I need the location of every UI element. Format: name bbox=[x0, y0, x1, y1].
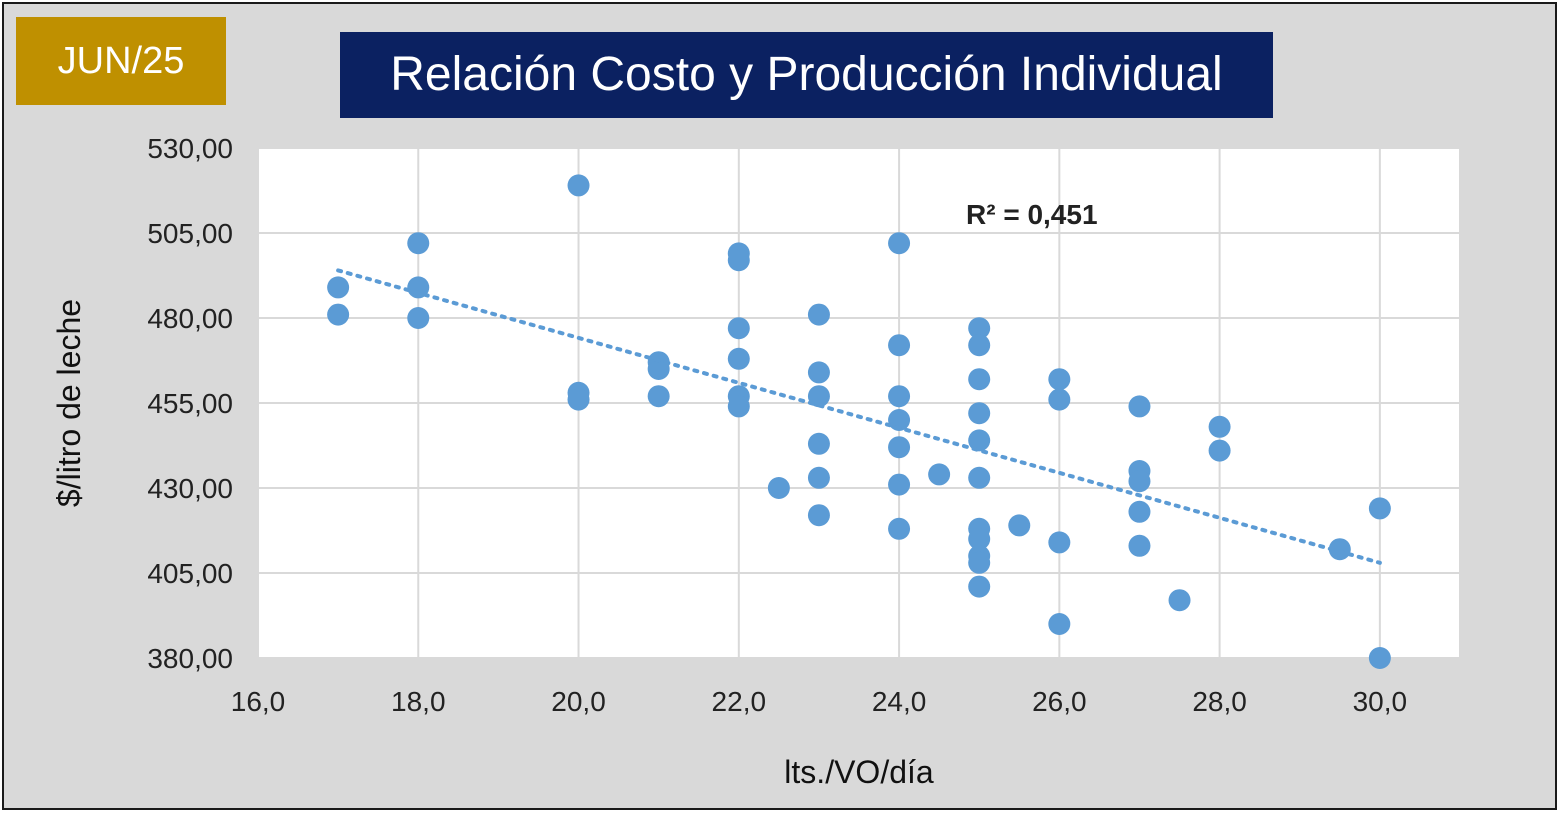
data-point-21 bbox=[807, 432, 830, 455]
y-tick-label: 405,00 bbox=[147, 558, 233, 589]
data-point-26 bbox=[888, 385, 911, 408]
data-point-42 bbox=[968, 575, 991, 598]
data-point-51 bbox=[1128, 500, 1151, 523]
trendline bbox=[336, 268, 1382, 565]
chart-title: Relación Costo y Producción Individual bbox=[340, 32, 1273, 118]
x-axis-ticks: 16,0 18,0 20,0 22,0 24,0 26,0 28,0 30,0 bbox=[231, 686, 1407, 717]
data-point-5 bbox=[567, 174, 590, 197]
data-point-32 bbox=[968, 317, 991, 340]
y-tick-label: 505,00 bbox=[147, 218, 233, 249]
data-point-36 bbox=[968, 429, 991, 452]
horizontal-gridlines bbox=[258, 147, 1460, 659]
data-point-20 bbox=[807, 385, 830, 408]
x-tick-label: 24,0 bbox=[872, 686, 927, 717]
data-point-16 bbox=[727, 395, 750, 418]
data-point-55 bbox=[1208, 439, 1231, 462]
data-point-7 bbox=[567, 388, 590, 411]
data-point-10 bbox=[647, 385, 670, 408]
data-point-39 bbox=[968, 528, 991, 550]
data-point-14 bbox=[727, 347, 750, 370]
y-tick-label: 480,00 bbox=[147, 303, 233, 334]
data-point-44 bbox=[1048, 368, 1071, 391]
r-squared-annotation: R² = 0,451 bbox=[966, 199, 1098, 230]
x-tick-label: 22,0 bbox=[712, 686, 767, 717]
data-point-28 bbox=[888, 436, 911, 459]
data-point-33 bbox=[968, 334, 991, 357]
trendline-path bbox=[336, 268, 1382, 565]
x-tick-label: 26,0 bbox=[1032, 686, 1087, 717]
data-point-56 bbox=[1328, 538, 1351, 561]
data-point-58 bbox=[1368, 647, 1391, 669]
data-point-27 bbox=[888, 409, 911, 431]
y-tick-label: 380,00 bbox=[147, 643, 233, 674]
data-point-0 bbox=[327, 276, 350, 299]
x-tick-label: 20,0 bbox=[551, 686, 606, 717]
data-point-54 bbox=[1208, 415, 1231, 438]
data-point-53 bbox=[1168, 589, 1191, 612]
data-point-1 bbox=[327, 303, 350, 326]
data-point-22 bbox=[807, 466, 830, 489]
data-point-41 bbox=[968, 551, 991, 574]
data-point-13 bbox=[727, 317, 750, 340]
y-axis-title: $/litro de leche bbox=[51, 299, 87, 507]
x-tick-label: 16,0 bbox=[231, 686, 286, 717]
y-axis-ticks: 380,00 405,00 430,00 455,00 480,00 505,00 530,… bbox=[147, 133, 233, 674]
data-point-12 bbox=[727, 249, 750, 272]
data-point-25 bbox=[888, 334, 911, 357]
y-tick-label: 430,00 bbox=[147, 473, 233, 504]
data-point-19 bbox=[807, 361, 830, 384]
data-point-50 bbox=[1128, 470, 1151, 493]
data-point-17 bbox=[767, 477, 790, 499]
data-point-45 bbox=[1048, 388, 1071, 411]
data-point-35 bbox=[968, 402, 991, 425]
data-point-52 bbox=[1128, 534, 1151, 557]
data-point-23 bbox=[807, 504, 830, 527]
data-point-43 bbox=[1008, 514, 1031, 537]
y-tick-label: 530,00 bbox=[147, 133, 233, 164]
x-axis-title: lts./VO/día bbox=[784, 754, 934, 790]
data-point-3 bbox=[407, 276, 430, 299]
data-point-31 bbox=[928, 463, 951, 486]
data-point-24 bbox=[888, 232, 911, 255]
data-point-30 bbox=[888, 517, 911, 540]
data-point-46 bbox=[1048, 531, 1071, 554]
x-tick-label: 28,0 bbox=[1192, 686, 1247, 717]
data-point-48 bbox=[1128, 395, 1151, 418]
data-point-37 bbox=[968, 466, 991, 489]
data-point-2 bbox=[407, 232, 430, 255]
date-badge: JUN/25 bbox=[16, 17, 226, 105]
data-point-57 bbox=[1368, 497, 1391, 520]
x-tick-label: 18,0 bbox=[391, 686, 446, 717]
data-point-18 bbox=[807, 303, 830, 326]
data-points bbox=[327, 174, 1391, 669]
data-point-29 bbox=[888, 473, 911, 496]
data-point-47 bbox=[1048, 613, 1071, 635]
data-point-34 bbox=[968, 368, 991, 391]
x-tick-label: 30,0 bbox=[1353, 686, 1408, 717]
y-tick-label: 455,00 bbox=[147, 388, 233, 419]
data-point-4 bbox=[407, 307, 430, 329]
